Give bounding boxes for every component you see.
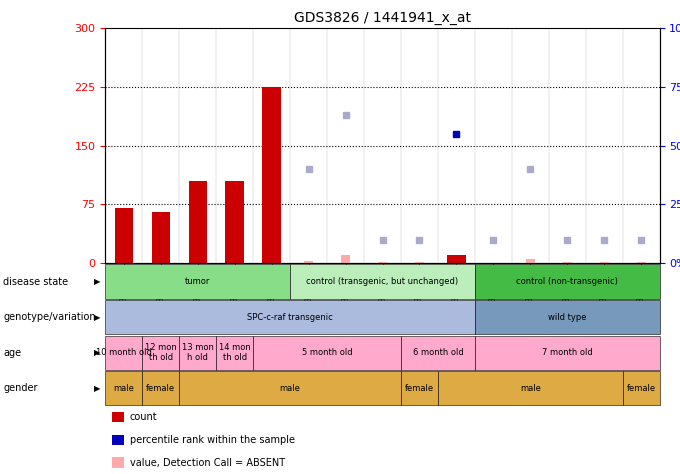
Text: age: age (3, 347, 22, 358)
Text: SPC-c-raf transgenic: SPC-c-raf transgenic (248, 313, 333, 321)
Text: 10 month old: 10 month old (96, 348, 152, 357)
Text: disease state: disease state (3, 276, 69, 287)
Bar (115, 209, 133, 263)
Text: percentile rank within the sample: percentile rank within the sample (130, 435, 295, 445)
Text: wild type: wild type (548, 313, 586, 321)
Text: genotype/variation: genotype/variation (3, 312, 96, 322)
Text: 14 mon
th old: 14 mon th old (219, 343, 251, 362)
Text: control (non-transgenic): control (non-transgenic) (516, 277, 618, 286)
Text: female: female (146, 384, 175, 392)
Bar (562, 262, 572, 263)
Text: ▶: ▶ (94, 384, 101, 392)
Text: ▶: ▶ (94, 277, 101, 286)
Text: 13 mon
h old: 13 mon h old (182, 343, 214, 362)
Bar (447, 255, 466, 263)
Text: male: male (279, 384, 301, 392)
Text: value, Detection Call = ABSENT: value, Detection Call = ABSENT (130, 457, 285, 468)
Text: 7 month old: 7 month old (542, 348, 592, 357)
Text: gender: gender (3, 383, 38, 393)
Text: male: male (114, 384, 135, 392)
Text: 12 mon
th old: 12 mon th old (145, 343, 177, 362)
Title: GDS3826 / 1441941_x_at: GDS3826 / 1441941_x_at (294, 10, 471, 25)
Bar (341, 255, 350, 263)
Bar (636, 262, 646, 263)
Text: 6 month old: 6 month old (413, 348, 463, 357)
Text: ▶: ▶ (94, 348, 101, 357)
Bar (378, 262, 387, 263)
Bar (152, 212, 170, 263)
Text: female: female (405, 384, 434, 392)
Bar (415, 262, 424, 263)
Bar (304, 261, 313, 263)
Text: 5 month old: 5 month old (302, 348, 352, 357)
Bar (262, 87, 281, 263)
Bar (526, 259, 535, 263)
Bar (447, 255, 466, 263)
Bar (600, 262, 609, 263)
Text: control (transgenic, but unchanged): control (transgenic, but unchanged) (307, 277, 458, 286)
Text: tumor: tumor (185, 277, 210, 286)
Bar (188, 181, 207, 263)
Text: count: count (130, 412, 158, 422)
Text: ▶: ▶ (94, 313, 101, 321)
Bar (226, 181, 244, 263)
Text: female: female (626, 384, 656, 392)
Text: male: male (520, 384, 541, 392)
